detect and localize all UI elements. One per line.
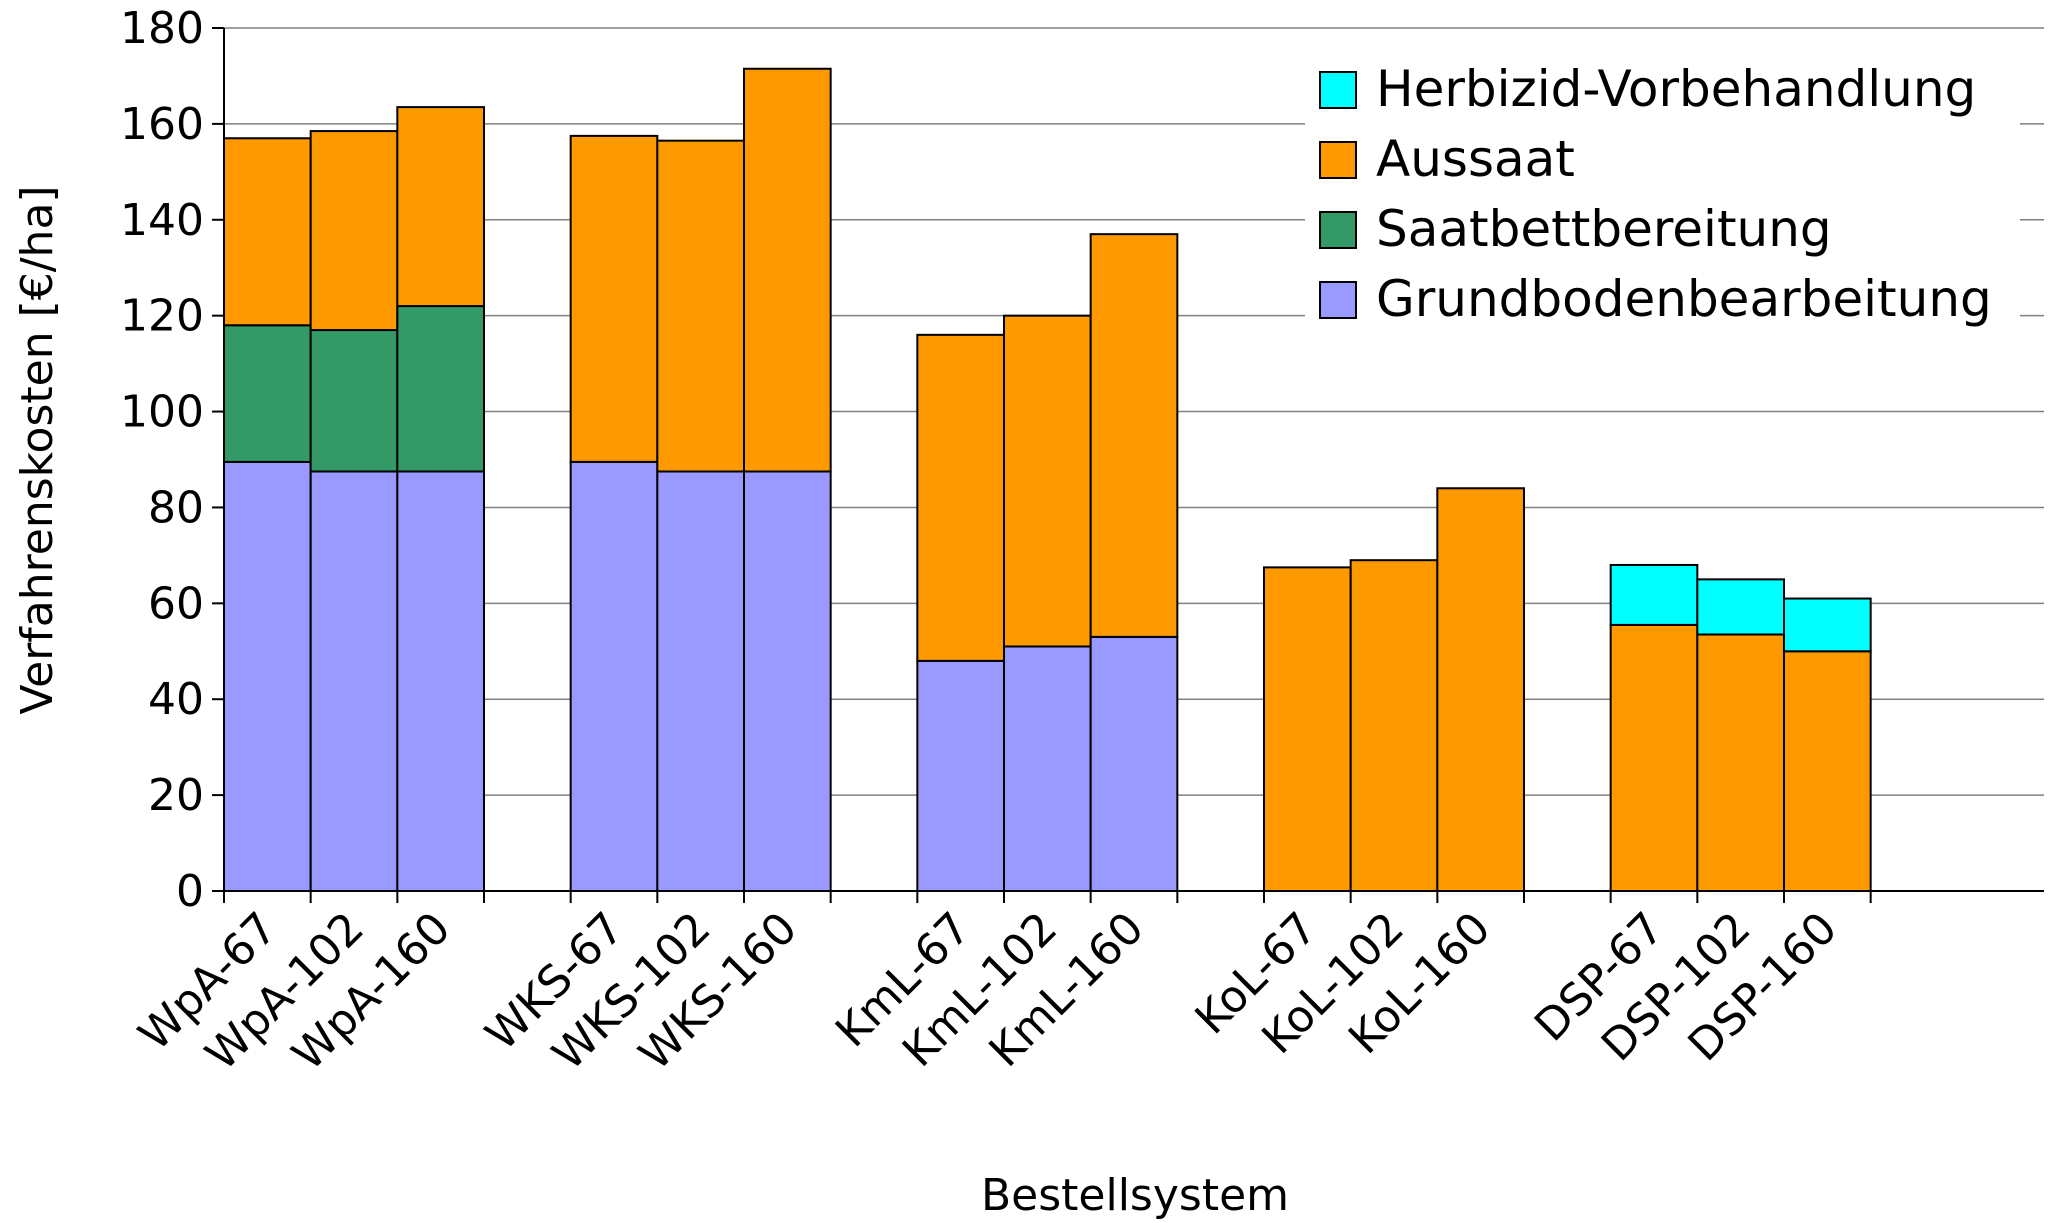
y-tick-label: 100 — [120, 387, 204, 438]
bar-segment — [309, 130, 399, 332]
bar-segment — [1783, 650, 1872, 892]
y-tick-label: 80 — [148, 482, 204, 533]
y-tick-label: 20 — [148, 770, 204, 821]
bar-segment — [396, 106, 486, 308]
y-tick-label: 60 — [148, 578, 204, 629]
bar-segment — [309, 329, 399, 473]
bar-segment — [1349, 559, 1439, 893]
bar-segment — [743, 470, 832, 892]
legend-swatch — [1319, 211, 1357, 249]
bar-segment — [569, 134, 659, 463]
bar-segment — [1696, 633, 1786, 892]
bar-segment — [223, 324, 312, 463]
y-tick-label: 120 — [120, 291, 204, 342]
bar-segment — [1003, 314, 1092, 648]
y-tick-label: 0 — [176, 866, 204, 917]
y-tick-label: 180 — [120, 3, 204, 54]
bars — [223, 67, 1872, 893]
bar-segment — [916, 659, 1005, 892]
bar-segment — [1609, 563, 1699, 626]
bar-segment — [223, 137, 312, 327]
legend-swatch — [1319, 71, 1357, 109]
bar-segment — [396, 305, 486, 473]
bar-segment — [1436, 487, 1526, 892]
bar-segment — [569, 460, 659, 892]
legend-label: Aussaat — [1376, 130, 1575, 188]
y-tick-label: 160 — [120, 99, 204, 150]
bar-segment — [916, 333, 1005, 662]
bar-segment — [1783, 597, 1872, 653]
bar-segment — [1696, 578, 1786, 636]
y-tick-labels: 0 20 40 60 80 100 120 140 160 180 — [120, 3, 204, 917]
legend: Herbizid-Vorbehandlung Aussaat Saatbettber… — [1305, 50, 2020, 335]
y-axis-title: Verfahrenskosten [€/ha] — [12, 185, 63, 714]
bar-segment — [656, 139, 745, 473]
bar-segment — [396, 470, 486, 892]
legend-swatch — [1319, 281, 1357, 319]
legend-label: Grundbodenbearbeitung — [1376, 270, 1992, 328]
bar-segment — [1609, 623, 1699, 892]
bar-segment — [1003, 645, 1092, 892]
bar-segment — [743, 67, 832, 473]
bar-segment — [309, 470, 399, 892]
legend-label: Saatbettbereitung — [1376, 200, 1832, 258]
legend-swatch — [1319, 141, 1357, 179]
axes — [212, 27, 2044, 903]
bar-segment — [1263, 566, 1352, 892]
bar-segment — [1089, 635, 1179, 893]
x-axis-title: Bestellsystem — [981, 1170, 1289, 1221]
bar-segment — [1089, 233, 1179, 638]
legend-background — [1305, 50, 2020, 335]
legend-label: Herbizid-Vorbehandlung — [1376, 60, 1976, 118]
bar-segment — [223, 460, 312, 892]
y-tick-label: 40 — [148, 674, 204, 725]
y-tick-label: 140 — [120, 195, 204, 246]
bar-segment — [656, 470, 745, 892]
